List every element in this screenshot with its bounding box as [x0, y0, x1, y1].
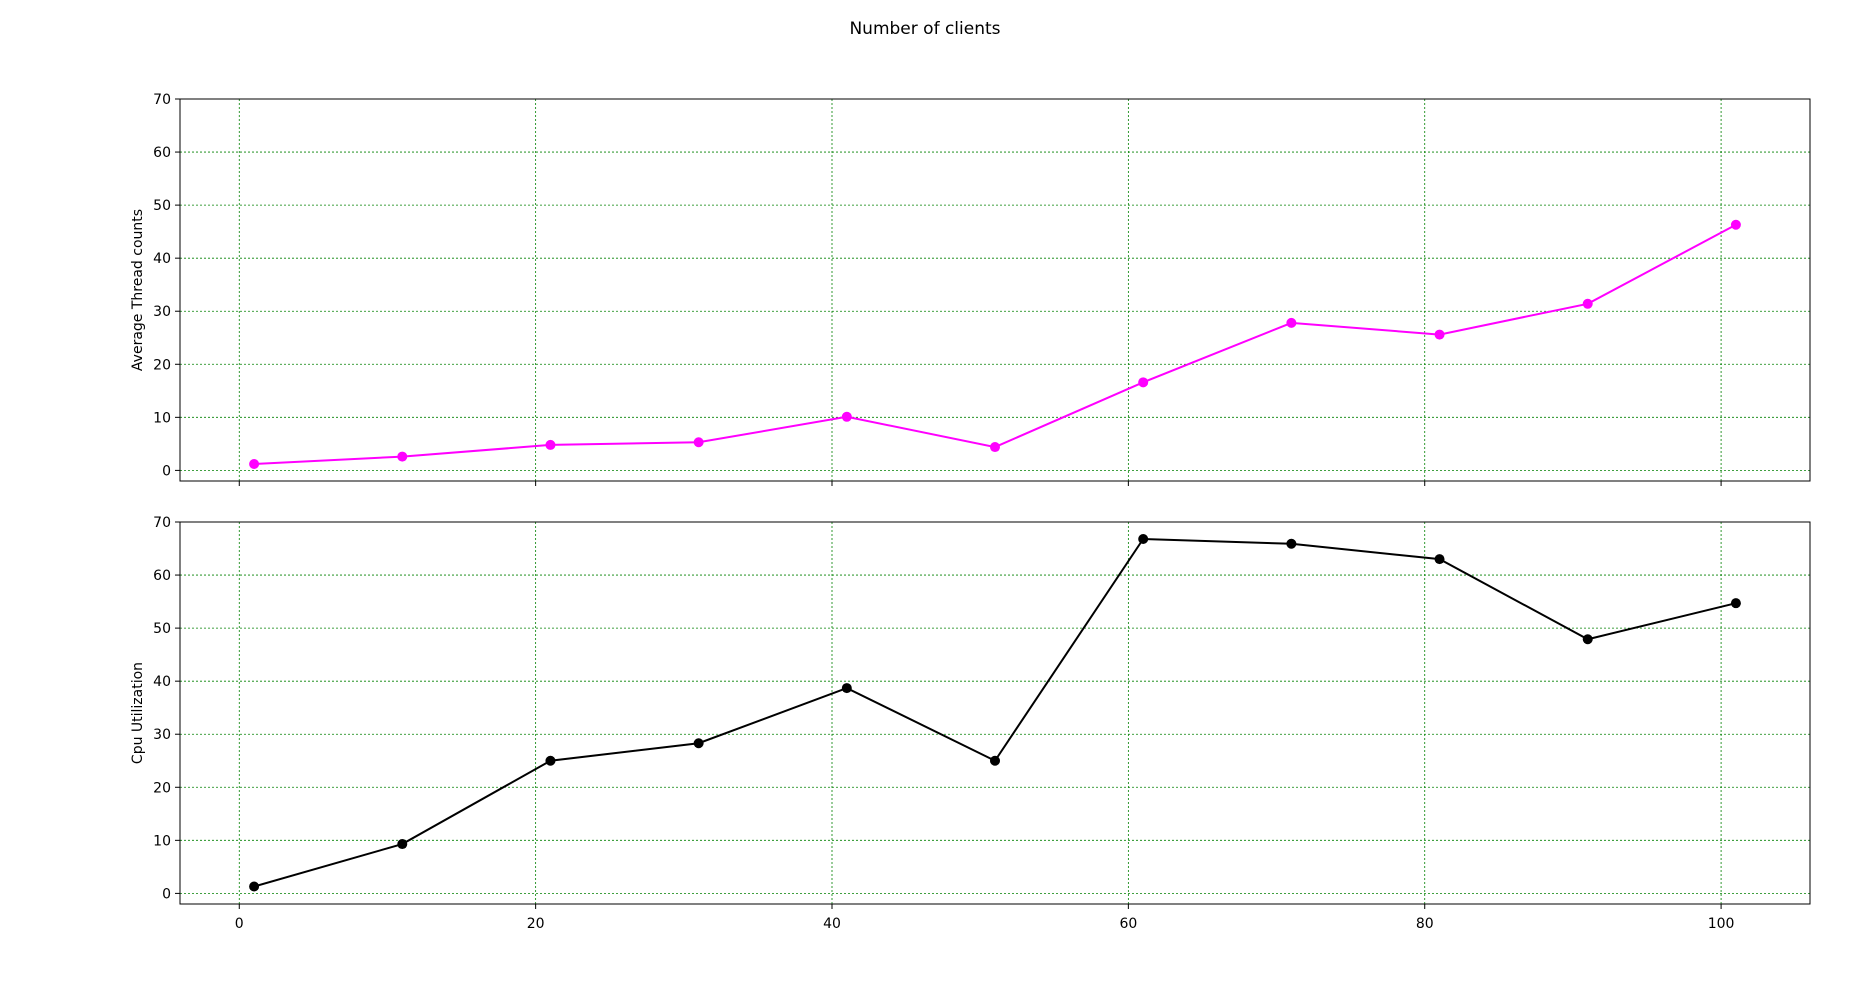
y-tick-label: 10: [153, 833, 171, 849]
data-point: [1286, 317, 1297, 328]
data-point: [990, 755, 1000, 766]
data-point: [545, 439, 556, 450]
series-line: [253, 537, 1737, 888]
data-point: [1138, 533, 1149, 544]
y-tick-label: 70: [153, 92, 171, 108]
x-tick-label: 40: [823, 916, 841, 932]
x-tick-label: 0: [235, 916, 244, 932]
y-tick-label: 0: [162, 886, 171, 902]
x-tick-label: 100: [1708, 916, 1735, 932]
data-point: [545, 755, 556, 766]
data-point: [249, 881, 260, 892]
y-tick-label: 10: [153, 410, 171, 426]
data-point: [1434, 554, 1445, 565]
y-axis-label: Average Thread counts: [130, 209, 146, 371]
plot-frame: [179, 521, 1811, 905]
subplot-2: 0 10 20 30 40 50 60 70 0 20 40 60 80 100 Cpu Utilizati…: [130, 515, 1811, 932]
data-point: [1730, 219, 1741, 230]
subplots: 0 10 20 30 40 50 60 70 Average Thread counts 0 10 2…: [130, 92, 1811, 932]
data-point: [1286, 538, 1297, 549]
data-point: [693, 738, 704, 749]
data-point: [397, 451, 408, 462]
y-tick-label: 60: [153, 568, 171, 584]
data-point: [1138, 377, 1149, 388]
x-tick-label: 80: [1416, 916, 1434, 932]
y-tick-label: 50: [153, 198, 171, 214]
figure-title: Number of clients: [849, 19, 1000, 39]
data-point: [249, 459, 260, 470]
y-tick-label: 70: [153, 515, 171, 531]
y-tick-label: 30: [153, 304, 171, 320]
plot-frame: [179, 98, 1811, 482]
y-tick-label: 20: [153, 357, 171, 373]
subplot-1: 0 10 20 30 40 50 60 70 Average Thread counts: [130, 92, 1811, 486]
data-point: [1582, 298, 1593, 309]
y-tick-label: 60: [153, 145, 171, 161]
y-tick-label: 40: [153, 674, 171, 690]
y-tick-label: 30: [153, 727, 171, 743]
data-point: [1730, 598, 1741, 609]
data-point: [841, 683, 852, 694]
y-tick-label: 20: [153, 780, 171, 796]
data-point: [397, 839, 408, 850]
data-point: [1582, 634, 1593, 645]
data-point: [841, 411, 852, 422]
y-axis-label: Cpu Utilization: [130, 662, 146, 764]
data-point: [693, 437, 704, 448]
y-tick-label: 50: [153, 621, 171, 637]
data-point: [990, 442, 1000, 453]
y-tick-label: 40: [153, 251, 171, 267]
x-tick-label: 20: [527, 916, 545, 932]
data-point: [1434, 329, 1445, 340]
series-line: [254, 223, 1737, 466]
y-tick-label: 0: [162, 463, 171, 479]
x-tick-label: 60: [1119, 916, 1137, 932]
